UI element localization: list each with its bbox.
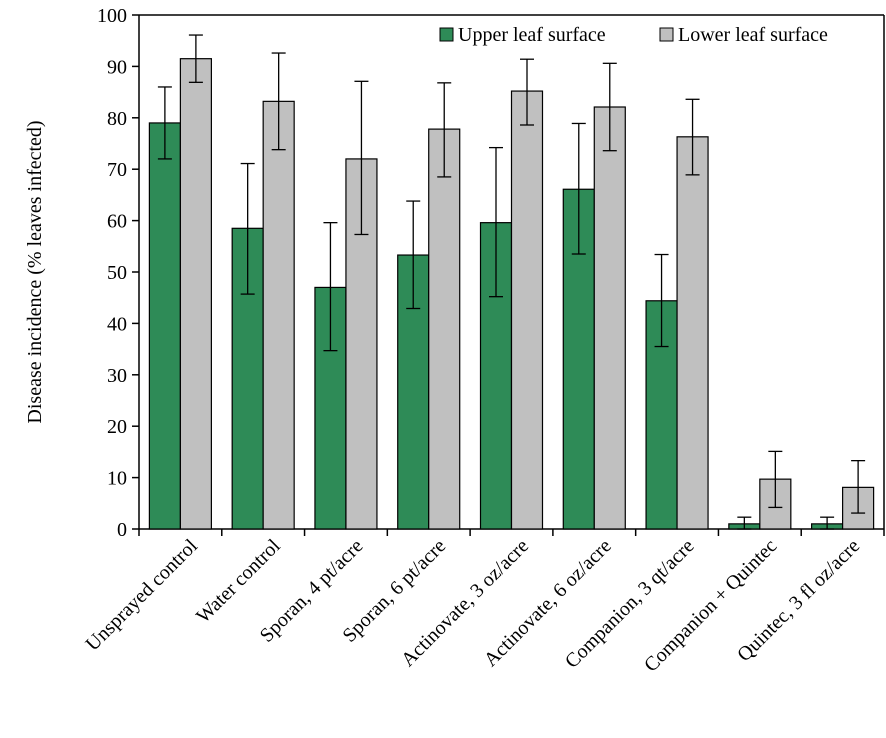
y-tick-label: 90 [107,56,127,78]
y-axis-title: Disease incidence (% leaves infected) [24,120,46,423]
y-tick-label: 40 [107,313,127,335]
y-tick-label: 70 [107,159,127,181]
legend-swatch [659,27,674,42]
bar-lower [428,128,461,530]
bar-lower [676,136,709,530]
legend-label: Lower leaf surface [678,24,828,46]
y-tick-label: 0 [117,519,127,541]
bar-lower [593,106,626,530]
bar-lower [262,100,295,530]
y-tick-label: 50 [107,262,127,284]
y-axis: 0 10 20 30 40 50 60 70 80 90 100 [97,5,885,541]
bar-lower [510,90,544,530]
y-tick-label: 60 [107,211,127,233]
bars [148,58,875,530]
legend: Upper leaf surface Lower leaf surface [439,24,828,46]
y-tick-label: 20 [107,416,127,438]
x-tick-label: Water control [192,535,285,628]
error-bars [157,34,866,530]
y-tick-label: 80 [107,108,127,130]
y-tick-label: 30 [107,365,127,387]
legend-swatch [439,27,454,42]
x-tick-label: Unsprayed control [82,535,203,656]
bar-upper [148,122,181,530]
legend-label: Upper leaf surface [458,24,606,46]
bar-lower [179,58,212,530]
y-tick-label: 10 [107,468,127,490]
y-tick-label: 100 [97,5,127,27]
